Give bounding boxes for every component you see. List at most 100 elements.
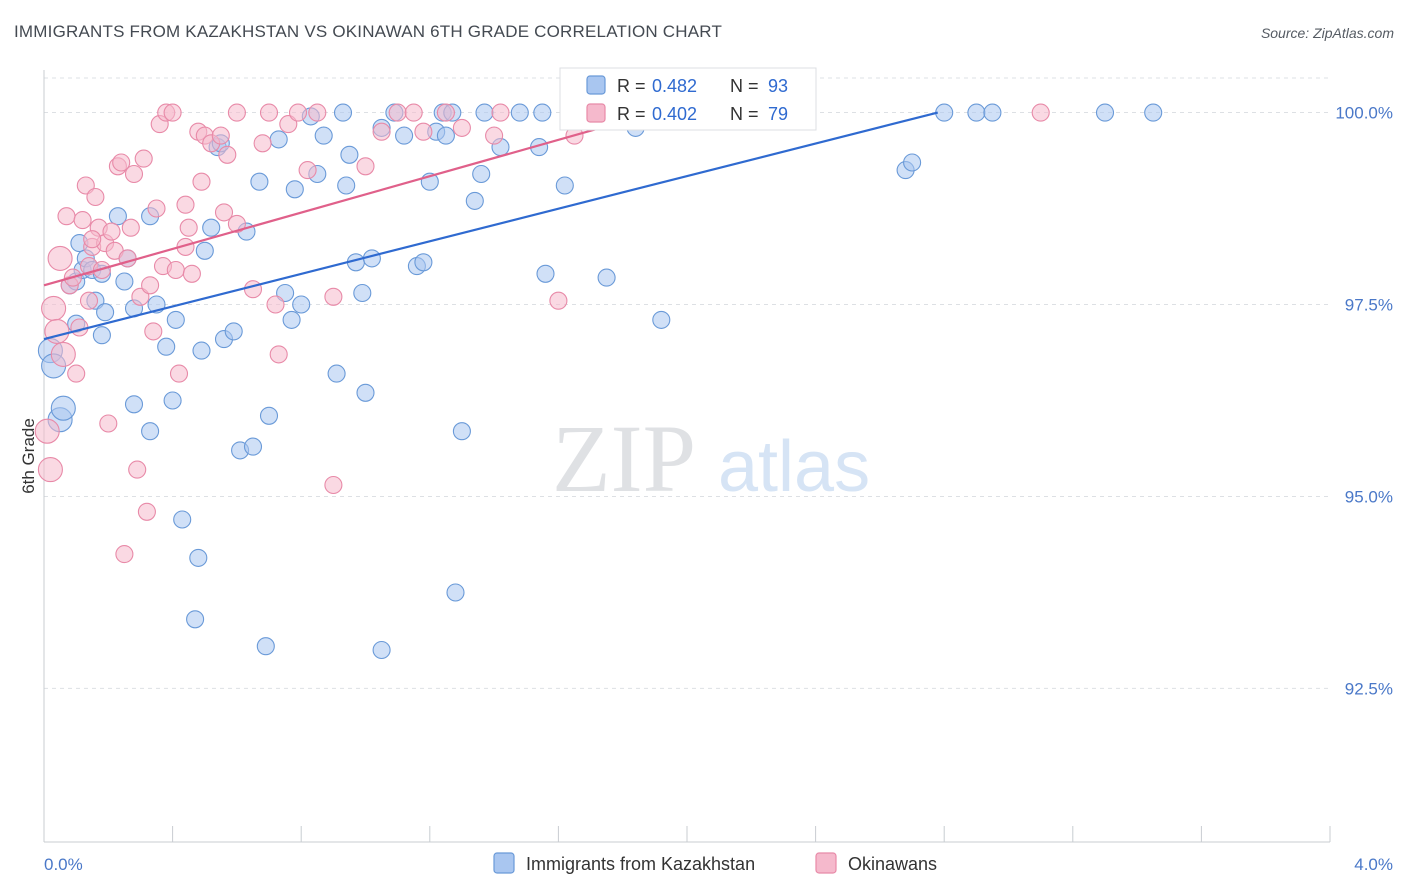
point-blue-56 — [356, 383, 375, 402]
point-blue-55 — [353, 283, 372, 303]
point-pink-60 — [372, 122, 391, 141]
data-points — [34, 103, 1163, 660]
legend-swatch-blue — [586, 75, 606, 95]
point-pink-20 — [102, 222, 121, 241]
point-pink-56 — [298, 161, 317, 180]
point-pink-27 — [128, 460, 147, 479]
point-pink-4 — [47, 245, 73, 271]
point-pink-3 — [44, 318, 70, 344]
point-pink-59 — [324, 475, 343, 495]
point-blue-19 — [124, 395, 144, 414]
point-blue-84 — [652, 310, 671, 329]
point-pink-1 — [37, 457, 63, 483]
point-blue-46 — [292, 295, 311, 314]
bottom-legend-swatch-pink — [815, 852, 837, 874]
point-pink-52 — [266, 295, 285, 314]
point-blue-25 — [166, 310, 185, 329]
point-blue-72 — [472, 164, 491, 184]
point-blue-77 — [533, 103, 552, 122]
point-blue-80 — [597, 268, 616, 287]
tick-labels: 92.5% 95.0% 97.5% 100.0% 0.0% 4.0% — [44, 104, 1393, 874]
trend-line-pink — [43, 111, 656, 287]
point-pink-64 — [452, 118, 471, 137]
point-pink-5 — [50, 341, 76, 367]
point-blue-20 — [141, 422, 160, 441]
point-blue-16 — [115, 272, 134, 291]
point-pink-26 — [124, 164, 144, 184]
legend-n-label-pink: N = — [730, 104, 759, 124]
point-pink-74 — [227, 214, 246, 233]
point-blue-14 — [96, 303, 115, 322]
point-pink-28 — [131, 287, 150, 306]
bottom-legend: Immigrants from Kazakhstan Okinawans — [493, 852, 937, 874]
y-axis-label: 6th Grade — [19, 418, 38, 494]
point-pink-77 — [414, 122, 433, 141]
legend-n-value-blue: 93 — [768, 76, 788, 96]
point-pink-40 — [179, 218, 198, 237]
point-blue-12 — [92, 326, 111, 345]
point-blue-61 — [395, 126, 414, 145]
x-tick-label-0: 0.0% — [44, 855, 83, 874]
point-blue-28 — [189, 548, 208, 567]
point-blue-59 — [372, 640, 391, 660]
point-blue-41 — [259, 406, 279, 425]
point-pink-53 — [269, 345, 288, 364]
point-pink-2 — [41, 295, 67, 321]
point-pink-51 — [259, 103, 279, 122]
legend-r-label-pink: R = — [617, 104, 646, 124]
point-pink-75 — [253, 134, 272, 153]
point-blue-92 — [1144, 103, 1163, 122]
point-pink-36 — [163, 103, 182, 122]
y-tick-label-2: 97.5% — [1345, 296, 1393, 315]
point-blue-50 — [327, 364, 346, 383]
point-pink-58 — [324, 287, 343, 306]
point-blue-39 — [250, 172, 269, 191]
axes — [43, 70, 1331, 843]
point-blue-78 — [536, 264, 555, 283]
point-pink-47 — [214, 203, 234, 222]
bottom-legend-label-pink: Okinawans — [848, 854, 937, 874]
point-blue-89 — [967, 103, 986, 122]
point-pink-25 — [121, 218, 140, 237]
point-pink-39 — [176, 195, 195, 214]
point-blue-31 — [202, 218, 221, 237]
point-pink-23 — [112, 153, 131, 172]
legend-n-value-pink: 79 — [768, 104, 788, 124]
point-pink-38 — [169, 364, 189, 383]
point-pink-55 — [288, 103, 308, 122]
point-blue-44 — [282, 310, 301, 329]
chart-title: IMMIGRANTS FROM KAZAKHSTAN VS OKINAWAN 6… — [14, 22, 723, 41]
x-tick-label-1: 4.0% — [1354, 855, 1393, 874]
point-pink-67 — [549, 291, 568, 310]
point-blue-52 — [337, 176, 356, 195]
point-pink-62 — [404, 103, 423, 122]
grid — [44, 77, 1330, 689]
chart-source: Source: ZipAtlas.com — [1260, 25, 1394, 41]
point-pink-72 — [141, 276, 160, 295]
point-blue-29 — [192, 341, 211, 360]
point-pink-76 — [356, 157, 375, 176]
point-pink-31 — [144, 322, 163, 341]
point-blue-27 — [186, 610, 205, 629]
y-tick-label-0: 92.5% — [1345, 679, 1393, 698]
point-pink-57 — [308, 103, 327, 122]
point-pink-61 — [388, 103, 407, 122]
point-blue-24 — [163, 391, 182, 410]
point-pink-49 — [227, 103, 246, 122]
point-blue-70 — [452, 422, 471, 441]
point-blue-69 — [446, 583, 465, 602]
point-blue-35 — [224, 322, 243, 341]
point-blue-42 — [269, 130, 288, 149]
point-pink-78 — [83, 230, 102, 249]
trend-lines — [43, 111, 939, 341]
bottom-legend-label-blue: Immigrants from Kazakhstan — [526, 854, 755, 874]
point-pink-10 — [73, 211, 92, 230]
point-pink-13 — [79, 291, 99, 310]
point-blue-15 — [108, 207, 127, 226]
legend-swatch-pink — [586, 103, 606, 123]
point-blue-26 — [173, 510, 192, 529]
bottom-legend-swatch-blue — [493, 852, 515, 874]
point-blue-88 — [935, 103, 954, 122]
legend: R = 0.482 N = 93 R = 0.402 N = 79 — [559, 67, 817, 131]
